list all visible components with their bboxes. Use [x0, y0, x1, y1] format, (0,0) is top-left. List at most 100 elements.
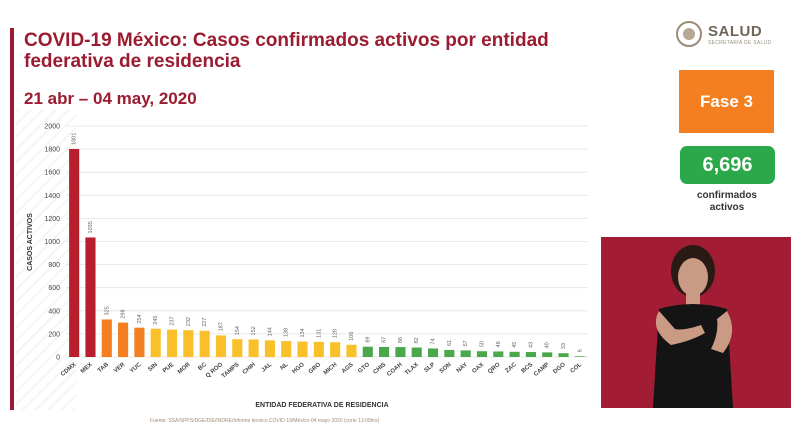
- value-label-GTO: 89: [365, 337, 371, 343]
- value-label-Q ROO: 187: [218, 322, 224, 331]
- x-tick-label-BCS: BCS: [521, 362, 535, 375]
- x-tick-label-QRO: QRO: [487, 362, 502, 376]
- bar-YUC: [134, 327, 145, 357]
- value-label-SON: 61: [447, 340, 453, 346]
- y-tick-label-4: 800: [48, 262, 60, 269]
- x-tick-label-YUC: YUC: [129, 362, 143, 375]
- chart-grid: [66, 125, 588, 358]
- value-label-CDMX: 1801: [72, 133, 78, 145]
- bar-GTO: [362, 346, 373, 357]
- bar-CHIH: [248, 339, 259, 357]
- bar-Q ROO: [215, 335, 227, 357]
- x-tick-label-NL: NL: [280, 362, 290, 372]
- interpreter-figure: [601, 237, 791, 408]
- value-label-JAL: 144: [267, 327, 273, 336]
- bar-ZAC: [509, 351, 520, 357]
- count-label-line2: activos: [709, 202, 745, 213]
- logo-subtitle: SECRETARÍA DE SALUD: [708, 39, 772, 46]
- salud-logo: SALUD SECRETARÍA DE SALUD: [676, 16, 780, 52]
- value-label-SIN: 245: [153, 316, 159, 325]
- y-axis-ticks: 0 200 400 600 800 1000 1200 1400 1600 1800 2000: [44, 124, 60, 362]
- value-label-PUE: 237: [170, 316, 176, 325]
- bar-MEX: [85, 237, 96, 357]
- bar-DGO: [558, 353, 569, 357]
- x-tick-label-SIN: SIN: [147, 362, 159, 373]
- x-tick-label-PUE: PUE: [162, 362, 175, 375]
- x-tick-label-COL: COL: [570, 362, 584, 375]
- count-label-line1: confirmados: [696, 190, 757, 201]
- value-label-BC: 227: [202, 318, 208, 327]
- value-label-BCS: 43: [528, 342, 534, 348]
- y-tick-label-1: 200: [48, 331, 60, 338]
- x-tick-label-ZAC: ZAC: [505, 362, 519, 375]
- x-tick-label-GRO: GRO: [308, 362, 323, 376]
- value-label-SLP: 74: [431, 338, 437, 344]
- emblem-icon: [676, 21, 702, 47]
- bar-BCS: [525, 352, 536, 357]
- x-tick-label-TAMPS: TAMPS: [221, 362, 241, 380]
- value-label-MICH: 128: [333, 329, 339, 338]
- background-pattern: [16, 110, 76, 410]
- x-tick-label-VER: VER: [113, 362, 127, 375]
- bar-PUE: [166, 329, 178, 357]
- active-cases-count: 6,696: [680, 146, 775, 184]
- x-tick-label-HGO: HGO: [291, 362, 306, 376]
- x-tick-label-AGS: AGS: [341, 362, 355, 375]
- y-tick-label-2: 400: [48, 308, 60, 315]
- x-tick-label-CDMX: CDMX: [60, 362, 77, 378]
- x-tick-label-NAY: NAY: [456, 362, 469, 374]
- source-footnote: Fuente: SSA/SPPS/DGE/DIE/INDRE/Informe t…: [150, 418, 380, 424]
- y-tick-label-0: 0: [56, 355, 60, 362]
- bar-SIN: [150, 328, 161, 357]
- y-tick-label-10: 2000: [44, 124, 60, 131]
- value-label-TLAX: 82: [414, 337, 420, 343]
- value-label-AGS: 106: [349, 332, 355, 341]
- value-label-ZAC: 45: [512, 342, 518, 348]
- x-tick-label-MEX: MEX: [80, 362, 94, 375]
- value-label-YUC: 254: [137, 314, 143, 323]
- bar-HGO: [297, 341, 308, 357]
- left-accent-rule: [10, 28, 14, 410]
- value-label-HGO: 134: [300, 328, 306, 337]
- bar-BC: [199, 330, 210, 357]
- x-tick-label-COAH: COAH: [386, 362, 403, 378]
- value-label-MEX: 1035: [88, 221, 94, 233]
- page-title: COVID-19 México: Casos confirmados activ…: [24, 30, 549, 72]
- x-tick-label-DGO: DGO: [552, 362, 567, 376]
- phase-badge: Fase 3: [679, 70, 774, 133]
- sign-language-interpreter-video: [601, 237, 791, 408]
- value-label-NAY: 57: [463, 340, 469, 346]
- bar-TAB: [101, 319, 112, 357]
- active-cases-bar-chart: 0 200 400 600 800 1000 1200 1400 1600 1800 2000 18…: [27, 124, 588, 409]
- value-label-CHIS: 87: [382, 337, 388, 343]
- x-tick-label-CAMP: CAMP: [533, 362, 550, 378]
- x-tick-label-SLP: SLP: [424, 362, 437, 374]
- bar-CAMP: [542, 352, 553, 357]
- x-tick-label-JAL: JAL: [261, 362, 274, 374]
- y-tick-label-7: 1400: [44, 193, 60, 200]
- x-tick-label-OAX: OAX: [471, 362, 485, 375]
- bar-NL: [281, 341, 292, 357]
- y-tick-label-5: 1000: [44, 239, 60, 246]
- y-tick-label-6: 1200: [44, 216, 60, 223]
- x-tick-label-TAB: TAB: [97, 362, 110, 375]
- value-label-TAMPS: 154: [235, 326, 241, 335]
- bar-TLAX: [411, 347, 422, 357]
- value-label-NL: 138: [284, 328, 290, 337]
- y-tick-label-9: 1800: [44, 147, 60, 154]
- bar-NAY: [460, 350, 471, 357]
- bar-QRO: [493, 351, 504, 357]
- bar-COAH: [395, 347, 406, 357]
- bar-AGS: [346, 344, 357, 357]
- value-label-GRO: 131: [316, 329, 322, 338]
- value-label-TAB: 325: [104, 306, 110, 315]
- value-label-OAX: 50: [479, 341, 485, 347]
- x-tick-label-SON: SON: [439, 362, 453, 375]
- value-label-CAMP: 40: [545, 342, 551, 348]
- chart-bars: [69, 148, 585, 357]
- x-tick-label-MICH: MICH: [323, 362, 339, 376]
- bar-OAX: [476, 351, 488, 357]
- bar-JAL: [264, 340, 275, 357]
- value-label-COAH: 86: [398, 337, 404, 343]
